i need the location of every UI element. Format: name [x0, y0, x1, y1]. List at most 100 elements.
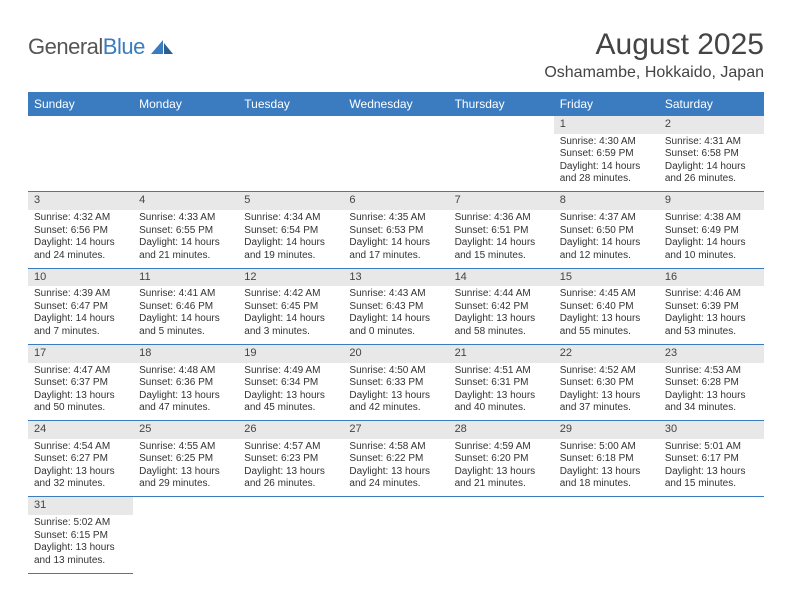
daylight-line: Daylight: 13 hours and 47 minutes. [139, 390, 232, 415]
day-number-cell: 7 [449, 192, 554, 210]
sunset-line: Sunset: 6:27 PM [34, 453, 127, 466]
daylight-line: Daylight: 13 hours and 50 minutes. [34, 390, 127, 415]
sunrise-line: Sunrise: 4:57 AM [244, 441, 337, 454]
brand-logo: GeneralBlue [28, 34, 175, 60]
weekday-header: Sunday [28, 92, 133, 116]
day-content-cell: Sunrise: 4:58 AMSunset: 6:22 PMDaylight:… [343, 439, 448, 497]
day-number-cell [449, 497, 554, 515]
sunrise-line: Sunrise: 4:37 AM [560, 212, 653, 225]
day-number-cell: 19 [238, 344, 343, 362]
daylight-line: Daylight: 13 hours and 21 minutes. [455, 466, 548, 491]
day-content-cell: Sunrise: 5:00 AMSunset: 6:18 PMDaylight:… [554, 439, 659, 497]
daylight-line: Daylight: 13 hours and 13 minutes. [34, 542, 127, 567]
sunset-line: Sunset: 6:25 PM [139, 453, 232, 466]
sunset-line: Sunset: 6:45 PM [244, 301, 337, 314]
sunrise-line: Sunrise: 4:51 AM [455, 365, 548, 378]
daylight-line: Daylight: 14 hours and 28 minutes. [560, 161, 653, 186]
daylight-line: Daylight: 13 hours and 26 minutes. [244, 466, 337, 491]
sunrise-line: Sunrise: 4:50 AM [349, 365, 442, 378]
sunset-line: Sunset: 6:36 PM [139, 377, 232, 390]
daylight-line: Daylight: 13 hours and 55 minutes. [560, 313, 653, 338]
sunrise-line: Sunrise: 4:48 AM [139, 365, 232, 378]
sunrise-line: Sunrise: 4:42 AM [244, 288, 337, 301]
day-number-cell: 8 [554, 192, 659, 210]
day-number-cell: 4 [133, 192, 238, 210]
sunrise-line: Sunrise: 4:52 AM [560, 365, 653, 378]
daynum-row: 3456789 [28, 192, 764, 210]
daylight-line: Daylight: 13 hours and 32 minutes. [34, 466, 127, 491]
day-number-cell: 29 [554, 421, 659, 439]
sunrise-line: Sunrise: 4:34 AM [244, 212, 337, 225]
weekday-header: Tuesday [238, 92, 343, 116]
sunrise-line: Sunrise: 4:53 AM [665, 365, 758, 378]
day-number-cell [554, 497, 659, 515]
sunset-line: Sunset: 6:30 PM [560, 377, 653, 390]
day-number-cell [133, 116, 238, 134]
day-content-cell: Sunrise: 4:42 AMSunset: 6:45 PMDaylight:… [238, 286, 343, 344]
daylight-line: Daylight: 13 hours and 29 minutes. [139, 466, 232, 491]
day-number-cell: 16 [659, 268, 764, 286]
weekday-header: Monday [133, 92, 238, 116]
day-content-cell: Sunrise: 4:49 AMSunset: 6:34 PMDaylight:… [238, 363, 343, 421]
sunset-line: Sunset: 6:59 PM [560, 148, 653, 161]
weekday-header-row: Sunday Monday Tuesday Wednesday Thursday… [28, 92, 764, 116]
sunrise-line: Sunrise: 4:45 AM [560, 288, 653, 301]
sunrise-line: Sunrise: 4:47 AM [34, 365, 127, 378]
header: GeneralBlue August 2025 Oshamambe, Hokka… [28, 28, 764, 82]
day-content-cell: Sunrise: 4:41 AMSunset: 6:46 PMDaylight:… [133, 286, 238, 344]
sunset-line: Sunset: 6:49 PM [665, 225, 758, 238]
sunset-line: Sunset: 6:34 PM [244, 377, 337, 390]
day-content-cell: Sunrise: 4:55 AMSunset: 6:25 PMDaylight:… [133, 439, 238, 497]
sunset-line: Sunset: 6:20 PM [455, 453, 548, 466]
day-content-cell [28, 134, 133, 192]
day-content-cell: Sunrise: 4:33 AMSunset: 6:55 PMDaylight:… [133, 210, 238, 268]
daylight-line: Daylight: 14 hours and 0 minutes. [349, 313, 442, 338]
sunset-line: Sunset: 6:43 PM [349, 301, 442, 314]
day-content-cell [343, 134, 448, 192]
day-number-cell [238, 497, 343, 515]
day-content-cell: Sunrise: 4:54 AMSunset: 6:27 PMDaylight:… [28, 439, 133, 497]
sunrise-line: Sunrise: 4:32 AM [34, 212, 127, 225]
day-content-cell: Sunrise: 4:35 AMSunset: 6:53 PMDaylight:… [343, 210, 448, 268]
day-content-cell [133, 134, 238, 192]
day-number-cell: 15 [554, 268, 659, 286]
day-content-cell: Sunrise: 4:37 AMSunset: 6:50 PMDaylight:… [554, 210, 659, 268]
day-number-cell: 13 [343, 268, 448, 286]
sunrise-line: Sunrise: 4:41 AM [139, 288, 232, 301]
day-content-cell: Sunrise: 4:50 AMSunset: 6:33 PMDaylight:… [343, 363, 448, 421]
day-number-cell: 1 [554, 116, 659, 134]
sunset-line: Sunset: 6:50 PM [560, 225, 653, 238]
sunset-line: Sunset: 6:47 PM [34, 301, 127, 314]
day-content-cell: Sunrise: 4:59 AMSunset: 6:20 PMDaylight:… [449, 439, 554, 497]
day-content-cell [449, 134, 554, 192]
sunset-line: Sunset: 6:40 PM [560, 301, 653, 314]
sail-icon [149, 38, 175, 56]
day-number-cell: 20 [343, 344, 448, 362]
daylight-line: Daylight: 13 hours and 45 minutes. [244, 390, 337, 415]
weekday-header: Friday [554, 92, 659, 116]
location-line: Oshamambe, Hokkaido, Japan [544, 64, 764, 82]
day-content-cell: Sunrise: 4:38 AMSunset: 6:49 PMDaylight:… [659, 210, 764, 268]
daylight-line: Daylight: 13 hours and 53 minutes. [665, 313, 758, 338]
day-content-cell: Sunrise: 4:34 AMSunset: 6:54 PMDaylight:… [238, 210, 343, 268]
sunset-line: Sunset: 6:33 PM [349, 377, 442, 390]
sunset-line: Sunset: 6:46 PM [139, 301, 232, 314]
daylight-line: Daylight: 13 hours and 42 minutes. [349, 390, 442, 415]
day-number-cell: 24 [28, 421, 133, 439]
daylight-line: Daylight: 13 hours and 24 minutes. [349, 466, 442, 491]
sunrise-line: Sunrise: 4:46 AM [665, 288, 758, 301]
calendar-table: Sunday Monday Tuesday Wednesday Thursday… [28, 92, 764, 574]
sunrise-line: Sunrise: 4:58 AM [349, 441, 442, 454]
daylight-line: Daylight: 13 hours and 40 minutes. [455, 390, 548, 415]
sunrise-line: Sunrise: 4:49 AM [244, 365, 337, 378]
day-content-cell: Sunrise: 4:32 AMSunset: 6:56 PMDaylight:… [28, 210, 133, 268]
day-content-cell: Sunrise: 4:52 AMSunset: 6:30 PMDaylight:… [554, 363, 659, 421]
daylight-line: Daylight: 13 hours and 37 minutes. [560, 390, 653, 415]
day-content-cell [238, 134, 343, 192]
day-number-cell: 14 [449, 268, 554, 286]
day-content-cell: Sunrise: 4:53 AMSunset: 6:28 PMDaylight:… [659, 363, 764, 421]
sunrise-line: Sunrise: 5:00 AM [560, 441, 653, 454]
daynum-row: 10111213141516 [28, 268, 764, 286]
daylight-line: Daylight: 13 hours and 58 minutes. [455, 313, 548, 338]
day-number-cell: 26 [238, 421, 343, 439]
